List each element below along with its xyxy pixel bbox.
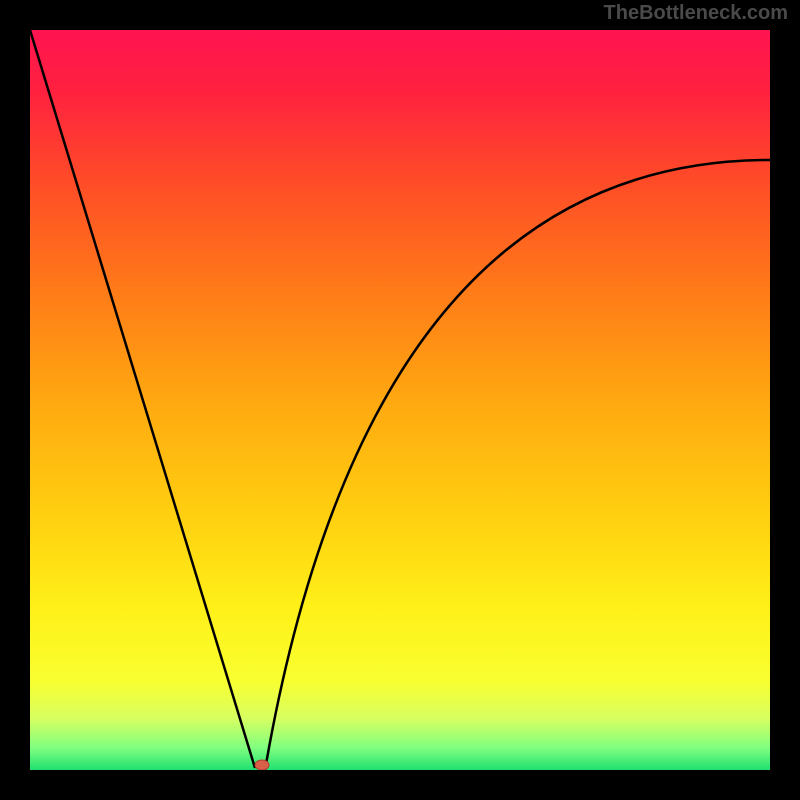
curve-layer [30, 30, 770, 770]
optimal-point-marker [255, 760, 269, 770]
watermark-text: TheBottleneck.com [604, 2, 788, 25]
plot-area [30, 30, 770, 770]
chart-container: TheBottleneck.com [0, 0, 800, 800]
bottleneck-curve [30, 30, 770, 770]
